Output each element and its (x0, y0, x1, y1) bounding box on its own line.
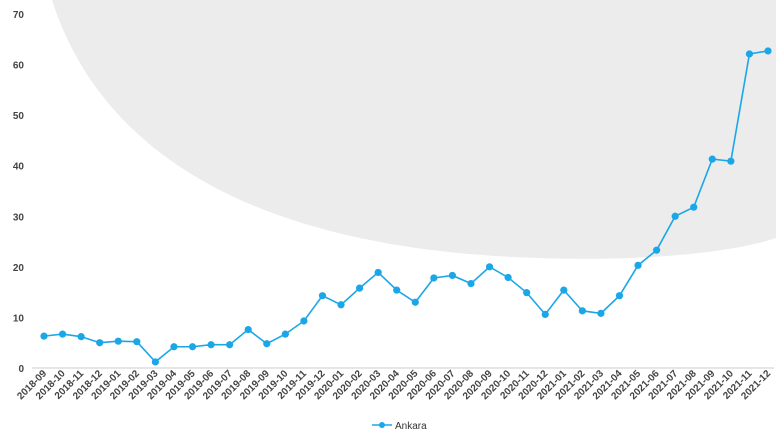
y-tick-label: 0 (18, 364, 24, 375)
data-point (96, 339, 104, 347)
data-point (411, 298, 419, 306)
data-point (597, 309, 605, 317)
data-point (523, 289, 531, 297)
y-tick-label: 70 (13, 10, 25, 21)
data-point (281, 330, 289, 338)
data-point (541, 310, 549, 318)
y-tick-label: 30 (13, 212, 25, 223)
data-point (133, 338, 141, 346)
data-point (207, 341, 215, 349)
data-point (58, 330, 67, 338)
data-point (708, 155, 716, 163)
series-layer (40, 47, 772, 366)
data-point (263, 340, 271, 348)
data-point (151, 358, 159, 366)
data-point (653, 246, 661, 254)
y-tick-label: 50 (13, 111, 25, 122)
legend: Ankara (372, 421, 427, 432)
legend-marker-ankara (379, 422, 385, 428)
x-axis: 2018-092018-102018-112018-122019-012019-… (15, 368, 773, 402)
data-point (485, 263, 494, 271)
data-point (615, 292, 624, 300)
data-point (40, 332, 48, 340)
data-point (467, 279, 475, 288)
data-point (170, 343, 178, 351)
legend-label-ankara: Ankara (395, 421, 427, 432)
data-point (244, 325, 252, 334)
data-point (634, 261, 642, 269)
data-point (504, 273, 512, 282)
y-tick-label: 40 (13, 162, 25, 173)
data-point (578, 307, 586, 315)
data-point (560, 286, 568, 294)
data-point (727, 157, 735, 165)
background-decoration (52, 0, 776, 259)
data-point (448, 271, 457, 280)
y-tick-label: 20 (13, 263, 25, 274)
data-point (764, 47, 772, 55)
y-tick-label: 60 (13, 61, 25, 72)
data-point (355, 284, 364, 292)
data-point (226, 341, 234, 349)
data-point (671, 212, 679, 220)
data-point (745, 50, 754, 58)
data-point (188, 343, 197, 351)
series-line-ankara (43, 50, 769, 364)
data-point (318, 292, 327, 300)
data-point (77, 333, 85, 341)
data-point (374, 268, 382, 277)
data-point (393, 286, 401, 294)
data-point (300, 317, 308, 325)
data-point (337, 301, 345, 309)
data-point (430, 274, 438, 282)
y-axis: 0 10 20 30 40 50 60 70 (13, 10, 25, 375)
y-tick-label: 10 (13, 313, 25, 324)
data-point (114, 337, 122, 345)
data-point (690, 203, 698, 211)
